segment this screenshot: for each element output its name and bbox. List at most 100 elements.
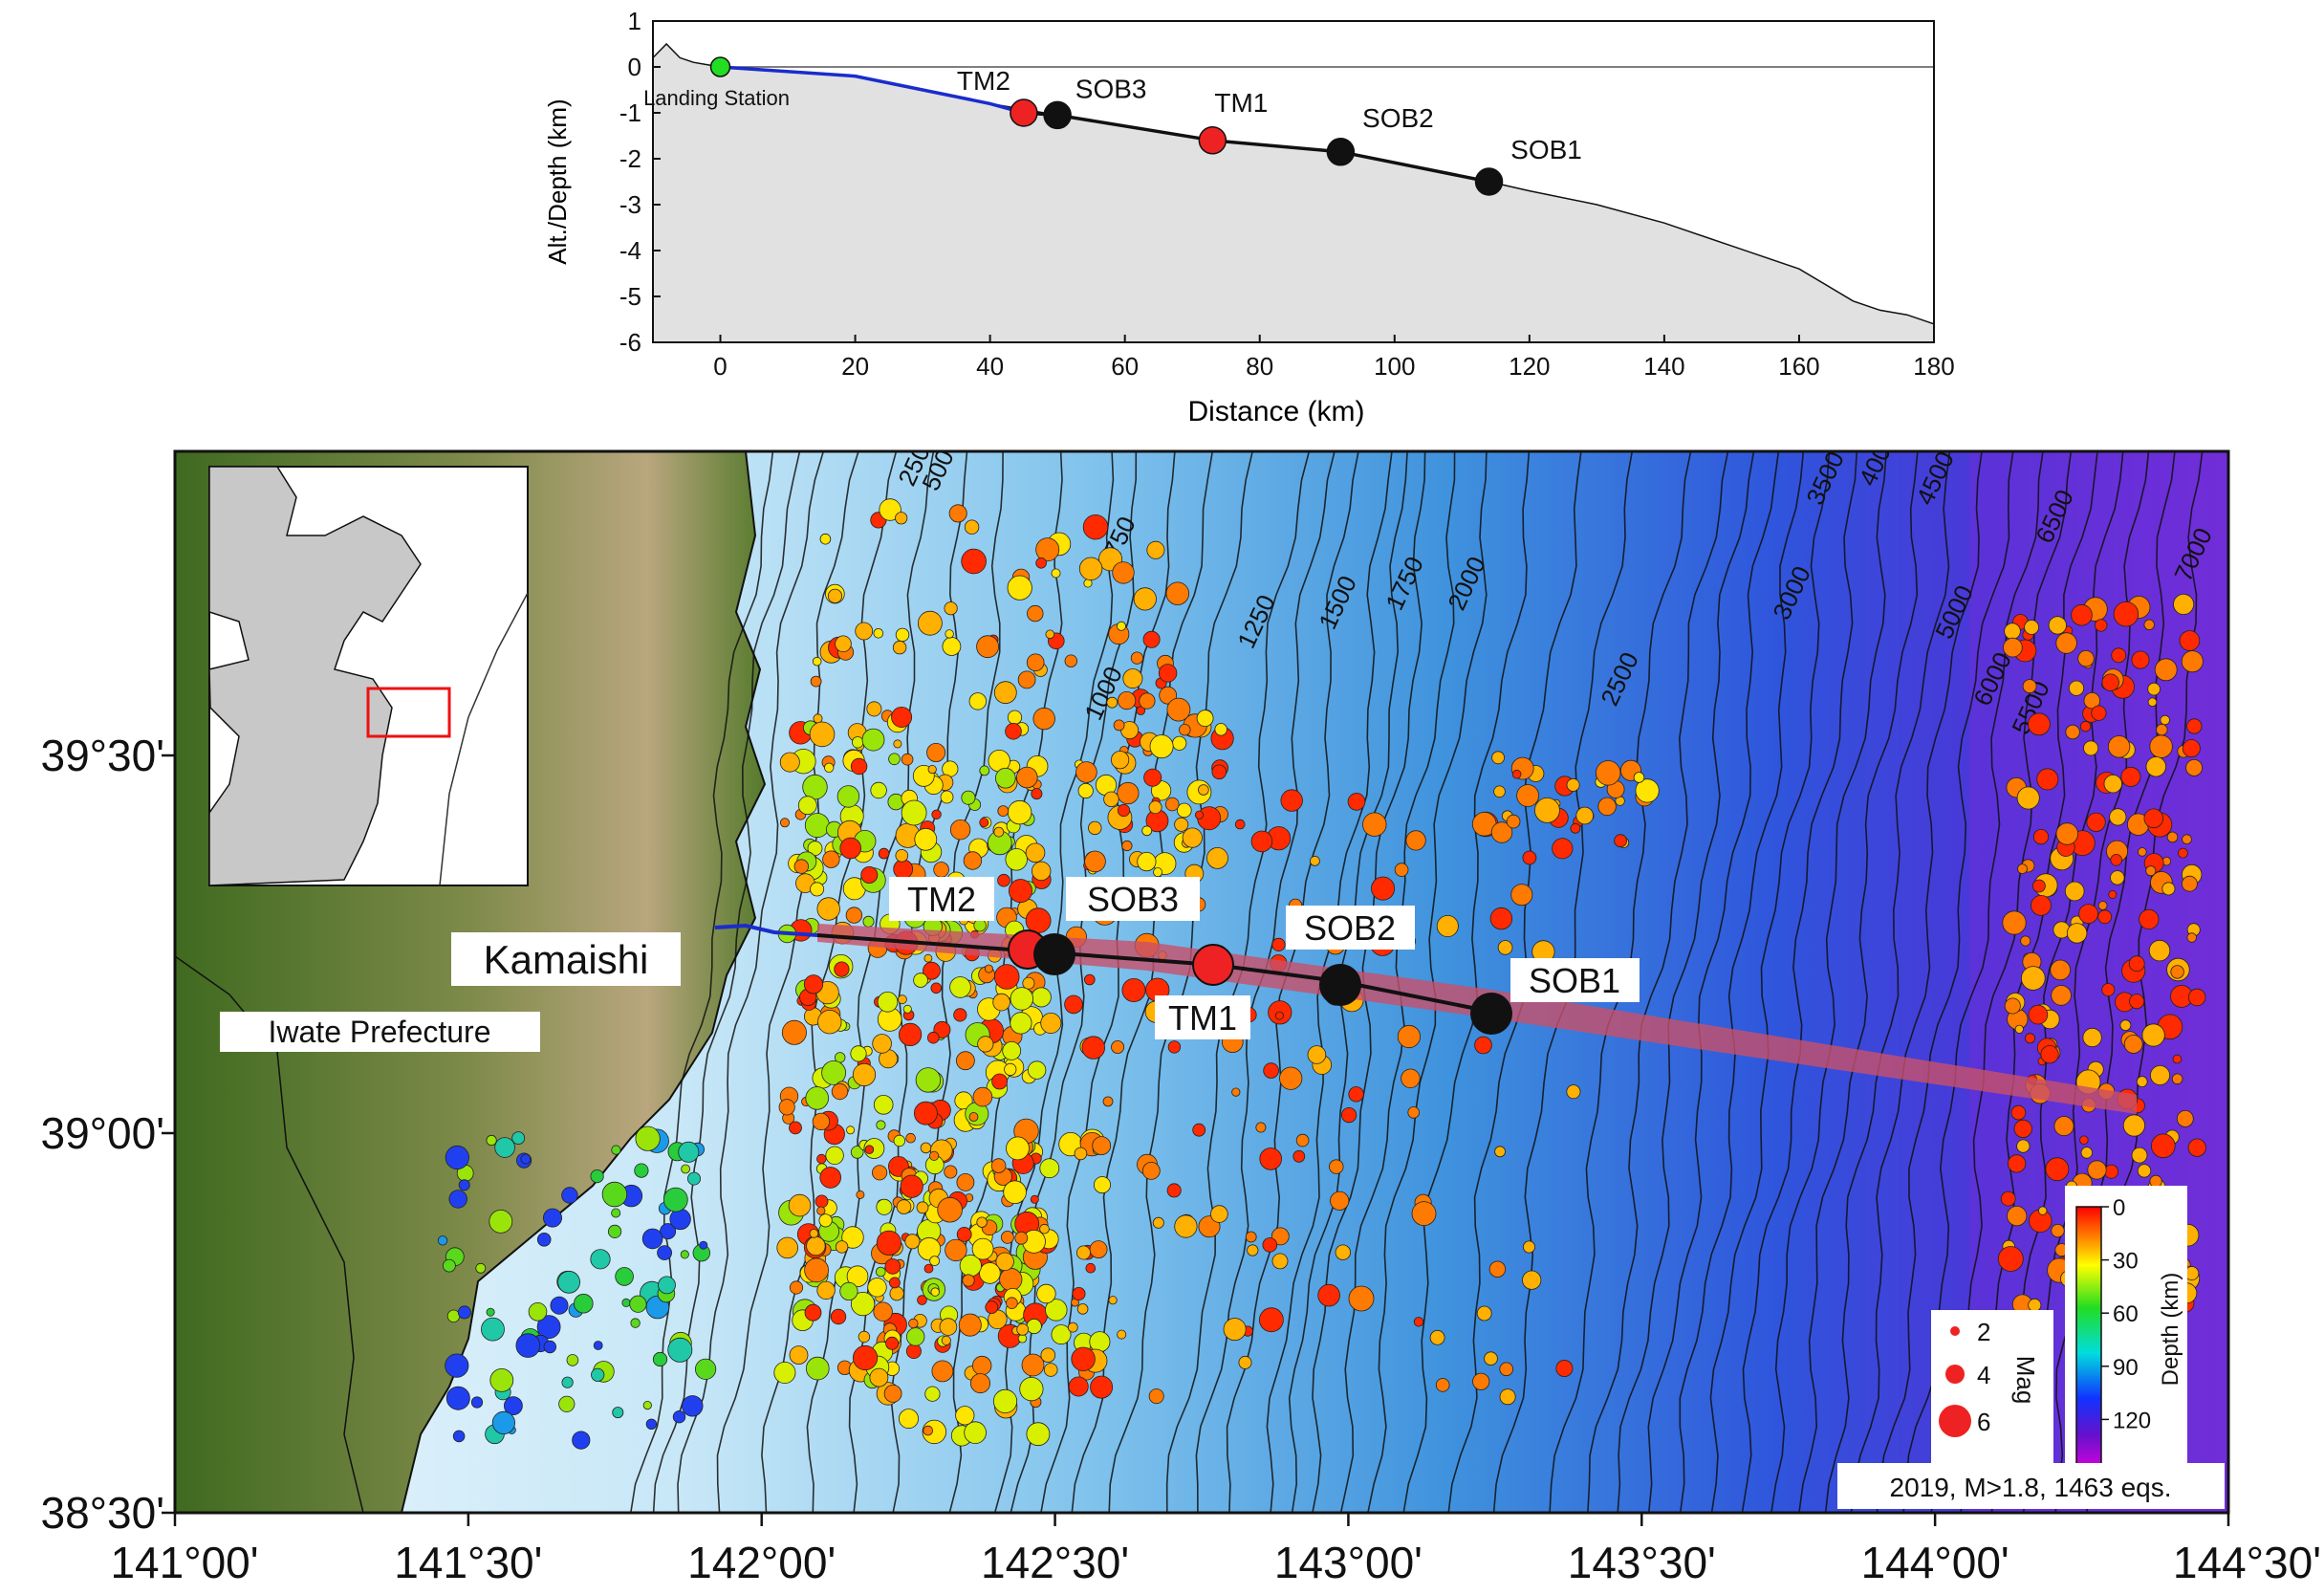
earthquake-marker — [590, 1169, 604, 1184]
earthquake-marker — [889, 1286, 904, 1301]
earthquake-marker — [1522, 850, 1537, 865]
earthquake-marker — [1997, 1246, 2024, 1272]
earthquake-marker — [1152, 1216, 1164, 1229]
earthquake-marker — [913, 972, 928, 988]
earthquake-marker — [634, 1163, 649, 1178]
earthquake-marker — [1036, 1283, 1056, 1304]
earthquake-marker — [789, 1280, 804, 1295]
profile-x-tick-label: 60 — [1111, 352, 1139, 381]
earthquake-marker — [1026, 653, 1045, 672]
earthquake-marker — [1019, 1377, 1044, 1402]
mag-legend-2: 2 — [1977, 1318, 1990, 1346]
earthquake-marker — [940, 790, 954, 804]
earthquake-marker — [893, 739, 902, 749]
earthquake-marker — [1348, 1285, 1375, 1312]
earthquake-marker — [1362, 812, 1387, 837]
earthquake-marker — [1022, 976, 1035, 990]
earthquake-marker — [1007, 799, 1032, 825]
lat-tick-label: 39°00' — [40, 1108, 164, 1158]
earthquake-marker — [855, 622, 874, 641]
earthquake-marker — [822, 850, 840, 868]
earthquake-marker — [528, 1302, 548, 1322]
earthquake-marker — [877, 992, 899, 1013]
earthquake-marker — [836, 785, 860, 808]
earthquake-marker — [2107, 735, 2131, 758]
earthquake-marker — [550, 1296, 569, 1315]
earthquake-marker — [1166, 1183, 1182, 1198]
earthquake-marker — [1088, 820, 1102, 836]
profile-frame — [652, 20, 1935, 343]
earthquake-marker — [601, 1181, 628, 1208]
earthquake-marker — [926, 1031, 940, 1044]
earthquake-marker — [1348, 1086, 1364, 1103]
earthquake-marker — [979, 818, 989, 828]
earthquake-marker — [1076, 1245, 1092, 1260]
earthquake-marker — [1039, 1158, 1060, 1179]
earthquake-marker — [2181, 875, 2198, 892]
earthquake-marker — [979, 765, 990, 776]
earthquake-marker — [1231, 1087, 1241, 1097]
earthquake-marker — [652, 1351, 668, 1367]
earthquake-marker — [927, 764, 937, 775]
lon-tick-label: 144°00' — [1861, 1538, 2009, 1587]
earthquake-marker — [850, 1146, 864, 1159]
earthquake-marker — [824, 762, 835, 774]
earthquake-marker — [2004, 623, 2021, 640]
earthquake-marker — [845, 907, 863, 924]
earthquake-marker — [2028, 1004, 2049, 1025]
earthquake-marker — [2027, 712, 2051, 736]
earthquake-marker — [949, 819, 971, 841]
earthquake-marker — [2179, 630, 2201, 651]
coastline — [401, 451, 767, 1513]
earthquake-marker — [561, 1376, 574, 1388]
profile-cable-blue — [720, 65, 1025, 115]
earthquake-marker — [1030, 1194, 1039, 1204]
earthquake-marker — [1234, 819, 1246, 830]
earthquake-marker — [2002, 910, 2027, 935]
earthquake-marker — [1108, 1296, 1118, 1305]
earthquake-marker — [997, 873, 1010, 887]
earthquake-marker — [1280, 789, 1303, 812]
earthquake-marker — [486, 1134, 497, 1147]
earthquake-marker — [2186, 932, 2197, 943]
earthquake-marker — [985, 1300, 999, 1314]
earthquake-marker — [681, 1164, 690, 1174]
earthquake-marker — [2109, 808, 2127, 826]
map-caption: 2019, M>1.8, 1463 eqs. — [1890, 1473, 2172, 1502]
earthquake-marker — [939, 1318, 958, 1336]
colorbar-title: Depth (km) — [2158, 1273, 2183, 1387]
earthquake-marker — [1206, 847, 1228, 869]
earthquake-marker — [972, 1086, 993, 1107]
earthquake-marker — [2077, 650, 2095, 667]
earthquake-marker — [1143, 768, 1162, 787]
depth-profile-chart: 0 20 40 60 80 100 120 140 160 180 1 0 -1 -2 -3 -4 -5 -6 La… — [543, 7, 1955, 427]
earthquake-marker — [961, 548, 987, 575]
earthquake-marker — [1117, 1329, 1127, 1340]
earthquake-marker — [1245, 1231, 1257, 1243]
earthquake-marker — [612, 1407, 624, 1419]
earthquake-marker — [1335, 1244, 1352, 1260]
earthquake-marker — [923, 1425, 933, 1436]
earthquake-marker — [873, 1095, 894, 1115]
earthquake-marker — [860, 866, 879, 885]
earthquake-marker — [2000, 1191, 2016, 1207]
earthquake-marker — [1074, 1147, 1088, 1161]
earthquake-marker — [678, 1141, 700, 1163]
earthquake-marker — [2064, 881, 2085, 902]
earthquake-marker — [1090, 1375, 1114, 1399]
earthquake-marker — [1121, 978, 1146, 1003]
earthquake-marker — [1474, 1036, 1492, 1055]
earthquake-marker — [1039, 1223, 1050, 1234]
earthquake-marker — [804, 1303, 822, 1322]
colorbar-tick-label: 90 — [2113, 1355, 2139, 1381]
earthquake-marker — [819, 1167, 841, 1189]
earthquake-marker — [2111, 647, 2127, 664]
earthquake-marker — [1106, 696, 1119, 709]
earthquake-marker — [970, 1373, 991, 1394]
earthquake-marker — [489, 1210, 513, 1234]
earthquake-marker — [803, 974, 824, 994]
earthquake-marker — [1436, 915, 1459, 938]
earthquake-marker — [788, 1193, 812, 1217]
earthquake-marker — [873, 627, 884, 639]
earthquake-marker — [1523, 1240, 1536, 1254]
